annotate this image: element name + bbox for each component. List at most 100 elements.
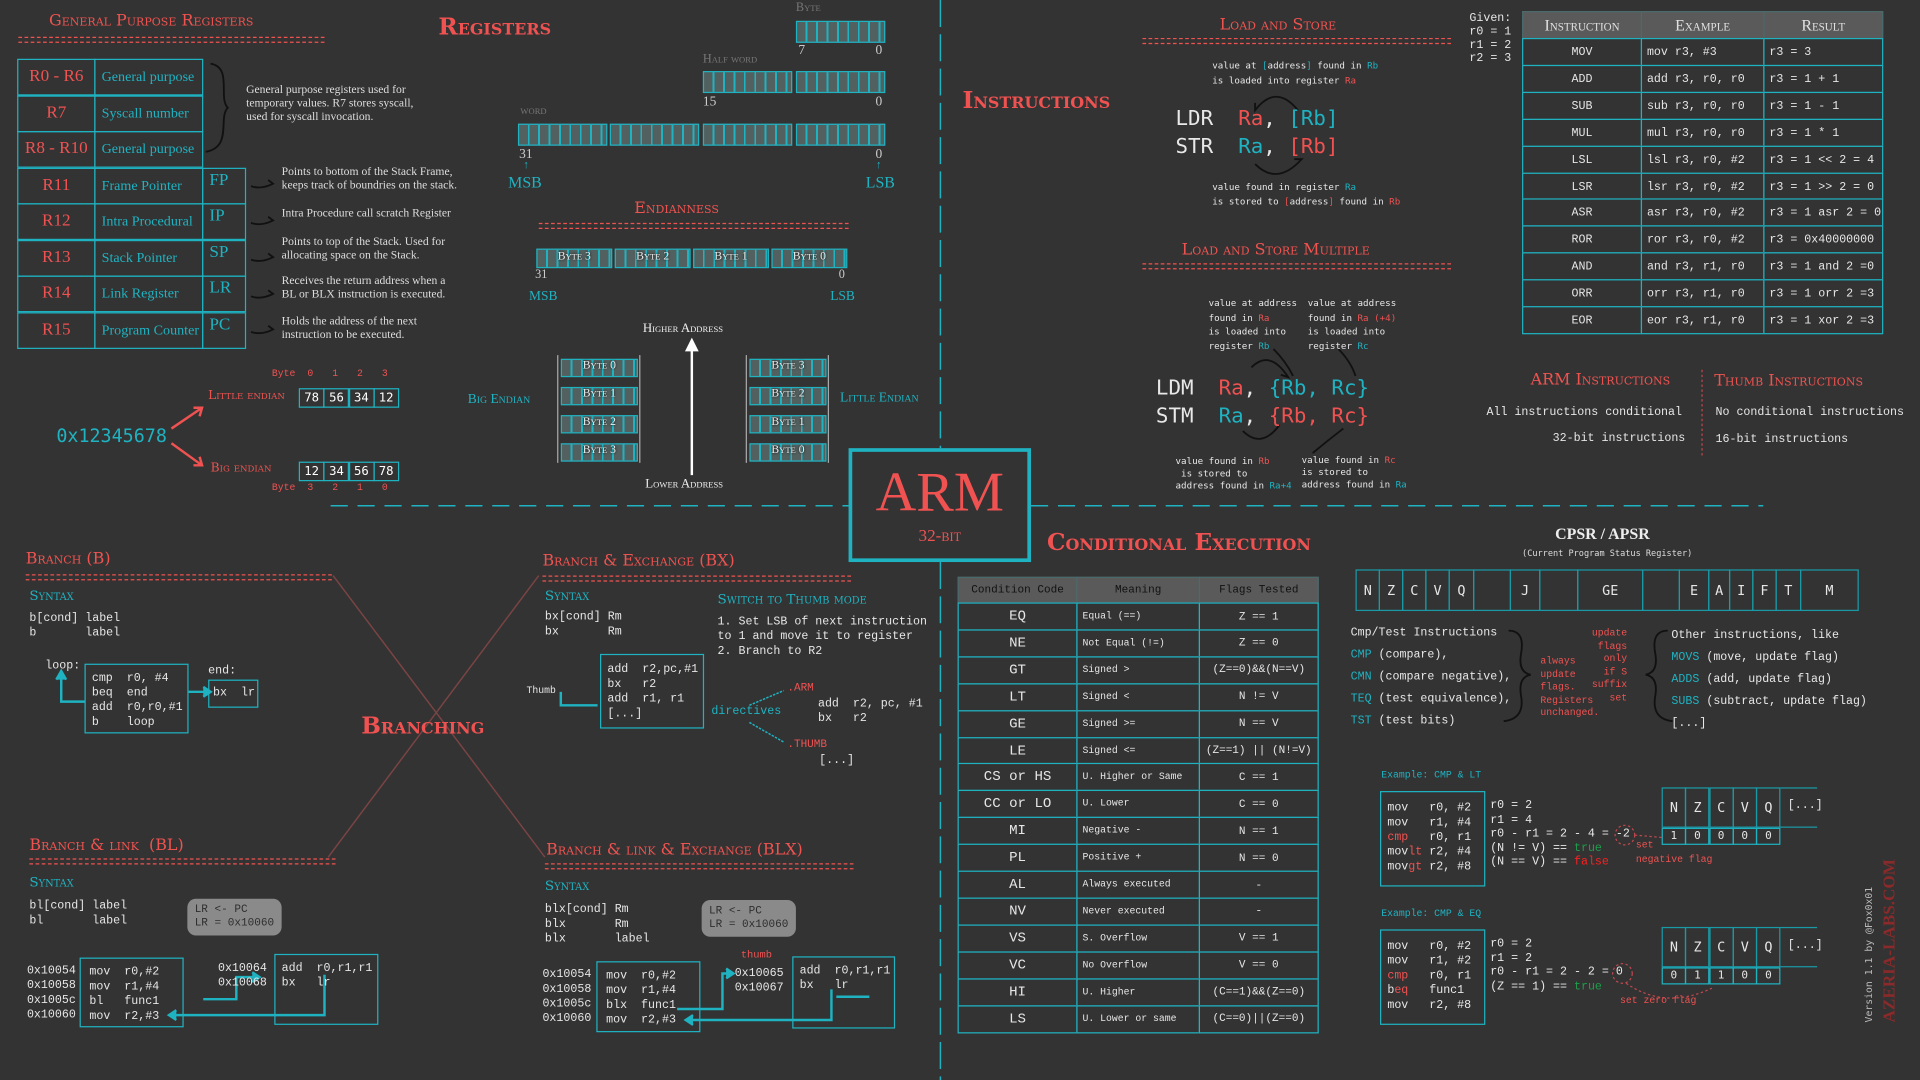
bl-code-box: mov r0,#2 mov r1,#4 bl func1 mov r2,#3 xyxy=(79,957,184,1028)
example-value: 0x12345678 xyxy=(56,424,167,447)
flag-value: 1 xyxy=(1685,967,1710,985)
text-segment: true xyxy=(1573,840,1602,855)
register-alias: PC xyxy=(202,311,247,349)
text-segment: LDM xyxy=(1155,375,1219,401)
table-cell: add r3, r0, r0 xyxy=(1640,64,1765,93)
text-segment: r1 = 2 xyxy=(1490,950,1533,965)
text-segment: Rc xyxy=(1357,339,1369,351)
table-cell: Signed <= xyxy=(1076,736,1201,765)
bit-index: 15 xyxy=(702,94,717,109)
example-cmp-lt-code-box: mov r0, #2 mov r1, #4 cmp r0, r1 movlt r2, … xyxy=(1380,791,1486,887)
cpsr-title: CPSR / APSR xyxy=(1555,524,1650,543)
text-line: ADDS (add, update flag) xyxy=(1671,669,1866,691)
text-line: is stored to xyxy=(1176,468,1292,480)
table-cell: - xyxy=(1198,870,1319,899)
text-segment: Rb xyxy=(1389,195,1401,207)
byte-index: 0 xyxy=(307,368,314,380)
text-segment: r0, r1 xyxy=(1408,968,1472,983)
cpsr-bit: GE xyxy=(1577,569,1644,612)
gp-registers-title: General Purpose Registers xyxy=(48,12,254,31)
byte-label: Byte xyxy=(795,1,821,15)
register-id: R13 xyxy=(17,239,96,277)
text-segment: ] xyxy=(1328,195,1334,207)
arm-directive: .ARM xyxy=(787,682,814,695)
flag-value: 1 xyxy=(1661,827,1687,845)
text-segment: Ra xyxy=(1218,375,1244,401)
text-line: value found in register Ra xyxy=(1212,180,1400,195)
text-line: SUBS (subtract, update flag) xyxy=(1671,691,1866,713)
table-cell: r3 = 1 xor 2 =3 xyxy=(1763,306,1884,335)
text-line: found in Ra xyxy=(1209,310,1297,324)
bit-index: 0 xyxy=(875,42,883,58)
text-line: MOVS (move, update flag) xyxy=(1671,647,1866,669)
text-segment: r0 = 2 xyxy=(1490,936,1533,951)
memory-byte: Byte 0 xyxy=(560,358,638,378)
byte-value: 78 xyxy=(373,461,400,482)
byte-index: 2 xyxy=(332,482,339,494)
byte-label: Byte 2 xyxy=(582,416,616,429)
cpsr-bit xyxy=(1473,569,1512,612)
blx-code-box: mov r0,#2 mov r1,#4 blx func1 mov r2,#3 xyxy=(596,961,701,1033)
divider xyxy=(1142,263,1452,270)
logo-title: ARM xyxy=(875,460,1004,523)
text-segment: eq xyxy=(1394,983,1409,997)
text-segment: [Rb] xyxy=(1288,134,1339,160)
table-cell: MI xyxy=(957,816,1078,846)
byte-label: Byte 0 xyxy=(792,251,826,264)
table-cell: HI xyxy=(957,977,1078,1007)
text-line: mov r0, #2 xyxy=(1387,801,1471,816)
text-line: mov r2, #8 xyxy=(1387,998,1471,1013)
flag-name: C xyxy=(1708,926,1734,968)
byte-value: 34 xyxy=(348,388,375,408)
text-segment: register xyxy=(1307,339,1358,351)
table-cell: NV xyxy=(957,897,1078,926)
text-line: mov r1, #4 xyxy=(1387,816,1471,831)
table-header: Condition Code xyxy=(957,576,1078,604)
text-line: r1 = 4 xyxy=(1490,812,1630,826)
registers-title: Registers xyxy=(438,13,552,41)
text-line: TEQ (test equivalence), xyxy=(1351,688,1512,710)
text-segment: (test equivalence), xyxy=(1371,691,1512,706)
table-cell: C == 0 xyxy=(1198,790,1319,819)
flag-value: 0 xyxy=(1732,827,1758,845)
table-cell: r3 = 1 >> 2 = 0 xyxy=(1763,172,1884,201)
little-endian-label: Little Endian xyxy=(840,390,919,406)
byte-index: 1 xyxy=(332,368,339,380)
text-segment: Other instructions, like xyxy=(1671,628,1839,642)
code: mov r0,#2 mov r1,#4 blx func1 mov r2,#3 xyxy=(606,968,676,1027)
register-name: Link Register xyxy=(94,275,204,313)
thumb-directive-code: [...] xyxy=(819,753,855,767)
text-segment: mov r1, #2 xyxy=(1387,953,1472,968)
bit-index: 0 xyxy=(875,146,883,162)
text-segment: found in xyxy=(1311,60,1368,72)
text-line: CMP (compare), xyxy=(1351,644,1512,666)
table-cell: No Overflow xyxy=(1076,951,1201,980)
text-segment: (Z == 1) == xyxy=(1490,978,1574,993)
text-segment: r1 = 4 xyxy=(1490,812,1533,826)
lsb-label: LSB xyxy=(865,172,895,192)
text-segment: {Rb, Rc} xyxy=(1268,404,1370,429)
branch-title: Branch (B) xyxy=(25,549,111,569)
byte-label: Byte 3 xyxy=(557,251,591,264)
lr-tooltip: LR <- PC LR = 0x10060 xyxy=(701,900,796,937)
text-segment: r2, #8 xyxy=(1422,859,1472,874)
text-segment: TEQ xyxy=(1350,691,1372,706)
text-segment: cmp xyxy=(1387,830,1409,844)
text-line: CMN (compare negative), xyxy=(1351,666,1512,688)
byte-label: Byte 0 xyxy=(582,360,616,373)
table-cell: C == 1 xyxy=(1198,763,1319,792)
text-line: beq func1 xyxy=(1387,983,1471,998)
byte-label: Byte 3 xyxy=(771,360,805,373)
divider xyxy=(542,575,852,582)
text-line: TST (test bits) xyxy=(1351,710,1512,732)
example-calculation: r0 = 2 r1 = 2 r0 - r1 = 2 - 2 = 0 (Z == 1) … xyxy=(1490,937,1623,993)
bit-index: 7 xyxy=(798,42,806,58)
text-segment: is stored to xyxy=(1301,466,1368,478)
lr-tooltip: LR <- PC LR = 0x10060 xyxy=(187,898,282,936)
text-segment: value at address xyxy=(1307,297,1397,309)
table-header: Result xyxy=(1763,11,1884,40)
byte-value: 12 xyxy=(373,388,400,408)
register-note: Intra Procedure call scratch Register xyxy=(281,208,451,221)
addresses: 0x10054 0x10058 0x1005c 0x10060 xyxy=(26,963,76,1022)
table-cell: N != V xyxy=(1198,682,1319,712)
